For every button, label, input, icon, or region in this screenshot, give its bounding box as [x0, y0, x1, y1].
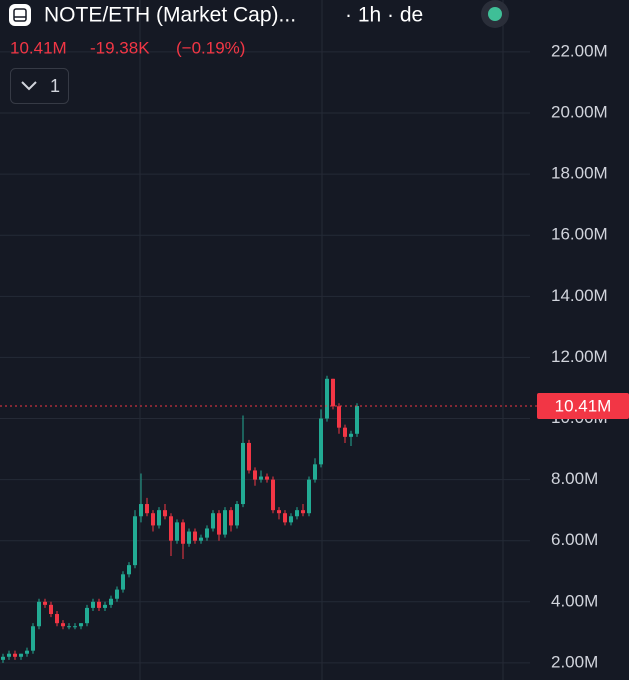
candle-body — [43, 601, 47, 605]
candle-body — [187, 531, 191, 544]
candle-body — [49, 604, 53, 615]
y-tick-label: 14.00M — [551, 286, 608, 305]
candle-body — [343, 427, 347, 437]
candle-body — [133, 516, 137, 566]
symbol-icon — [9, 4, 31, 26]
interval: · 1h · de — [345, 4, 423, 27]
candle-body — [127, 565, 131, 575]
candle-body — [235, 504, 239, 526]
candle-body — [61, 623, 65, 627]
candle-body — [79, 623, 83, 627]
candle-body — [67, 626, 71, 628]
candle-body — [115, 589, 119, 599]
candle-body — [271, 479, 275, 511]
candle-body — [175, 522, 179, 541]
candle-body — [337, 406, 341, 428]
y-tick-label: 2.00M — [551, 652, 598, 671]
candle-body — [253, 470, 257, 480]
symbol-icon-inner — [13, 8, 27, 22]
last-value: 10.41M — [10, 38, 67, 57]
candle-body — [199, 537, 203, 541]
candle-body — [295, 510, 299, 517]
candle-body — [163, 510, 167, 517]
candle-body — [331, 378, 335, 407]
last-price-label: 10.41M — [555, 396, 612, 415]
y-tick-label: 16.00M — [551, 225, 608, 244]
candle-body — [301, 510, 305, 514]
candle-body — [217, 513, 221, 535]
candle-body — [37, 601, 41, 627]
candle-body — [307, 479, 311, 514]
candle-body — [1, 656, 5, 660]
last-price-badge: 10.41M — [537, 392, 629, 419]
y-tick-label: 4.00M — [551, 591, 598, 610]
candle-body — [211, 513, 215, 529]
header: NOTE/ETH (Market Cap)... · 1h · de 10.41… — [9, 0, 509, 104]
chevron — [21, 81, 37, 91]
candle-body — [193, 531, 197, 541]
indicator-count: 1 — [50, 76, 60, 96]
y-tick-label: 8.00M — [551, 469, 598, 488]
badge-bg — [537, 392, 629, 419]
candle-body — [151, 513, 155, 526]
candle-body — [139, 504, 143, 517]
candle-body — [109, 598, 113, 605]
candle-body — [169, 516, 173, 541]
y-tick-label: 12.00M — [551, 347, 608, 366]
candle-body — [241, 442, 245, 505]
candle-body — [73, 626, 77, 628]
candle-body — [181, 522, 185, 544]
candle-body — [91, 601, 95, 608]
candle-body — [55, 614, 59, 624]
candle-body — [283, 513, 287, 523]
change-pct: (−0.19%) — [176, 38, 245, 57]
candle-body — [223, 510, 227, 535]
candle-body — [319, 418, 323, 465]
y-tick-label: 6.00M — [551, 530, 598, 549]
candle-body — [19, 653, 23, 657]
candle-body — [229, 510, 233, 526]
candles — [1, 375, 359, 663]
candle-body — [355, 405, 359, 434]
grid — [0, 51, 530, 664]
candle-body — [205, 528, 209, 538]
candle-body — [277, 510, 281, 514]
candle-body — [247, 442, 251, 471]
y-axis: 2.00M4.00M6.00M8.00M10.00M12.00M14.00M16… — [551, 41, 608, 671]
candle-body — [97, 601, 101, 608]
y-tick-label: 18.00M — [551, 164, 608, 183]
status-dot — [488, 7, 502, 21]
candle-body — [7, 653, 11, 657]
candle-body — [157, 510, 161, 526]
candle-body — [25, 650, 29, 654]
candle-body — [259, 476, 263, 480]
change: -19.38K — [90, 38, 150, 57]
candle-body — [313, 464, 317, 480]
candle-body — [289, 516, 293, 523]
candle-body — [349, 433, 353, 437]
indicator-toggle[interactable] — [10, 68, 69, 104]
candle-body — [265, 476, 269, 480]
y-tick-label: 22.00M — [551, 41, 608, 60]
candle-body — [121, 574, 125, 590]
candle-body — [85, 607, 89, 624]
candle-body — [13, 653, 17, 657]
candle-body — [103, 604, 107, 608]
symbol-title: NOTE/ETH (Market Cap)... — [44, 4, 296, 27]
candle-body — [145, 504, 149, 514]
candle-body — [31, 626, 35, 651]
y-tick-label: 20.00M — [551, 103, 608, 122]
candle-body — [325, 378, 329, 419]
